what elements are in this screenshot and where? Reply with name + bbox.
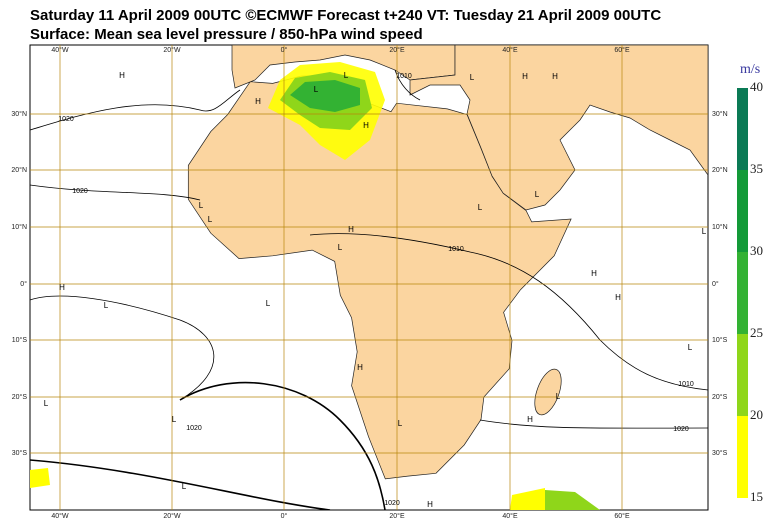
lon-label: 0° — [281, 46, 288, 54]
colorbar-label: 15 — [750, 489, 763, 504]
lat-label: 30°N — [712, 110, 728, 118]
lat-label: 0° — [20, 280, 27, 288]
lon-label: 40°W — [51, 512, 69, 520]
lon-label: 20°E — [389, 46, 405, 54]
colorbar-unit: m/s — [740, 62, 760, 77]
pressure-center: H — [427, 500, 433, 509]
pressure-center: H — [522, 72, 528, 81]
pressure-center: H — [363, 121, 369, 130]
lat-label: 20°S — [712, 393, 728, 401]
wind-shading — [30, 62, 600, 510]
colorbar-label: 40 — [750, 79, 763, 94]
colorbar-segment — [737, 334, 748, 416]
lat-label: 30°S — [712, 449, 728, 457]
pressure-center: L — [702, 227, 707, 236]
isobar-label: 1010 — [396, 73, 412, 80]
isobar-label: 1020 — [384, 500, 400, 507]
pressure-center: L — [470, 73, 475, 82]
lat-label: 10°S — [712, 336, 728, 344]
colorbar-segment — [737, 170, 748, 252]
pressure-center: H — [591, 269, 597, 278]
subtitle: Surface: Mean sea level pressure / 850-h… — [30, 26, 423, 43]
lon-label: 40°E — [502, 46, 518, 54]
colorbar-segment — [737, 88, 748, 170]
isobar-label: 1020 — [72, 188, 88, 195]
lat-label: 30°S — [12, 449, 28, 457]
pressure-center: H — [527, 415, 533, 424]
pressure-center: L — [556, 392, 561, 401]
pressure-center: L — [182, 482, 187, 491]
pressure-center: L — [208, 215, 213, 224]
pressure-center: H — [552, 72, 558, 81]
lat-label: 10°N — [712, 223, 728, 231]
lat-label: 10°S — [12, 336, 28, 344]
lon-label: 20°E — [389, 512, 405, 520]
pressure-center: L — [398, 419, 403, 428]
isobar-label: 1020 — [58, 116, 74, 123]
lat-label: 20°S — [12, 393, 28, 401]
lat-label: 20°N — [11, 166, 27, 174]
pressure-center: H — [59, 283, 65, 292]
colorbar-label: 30 — [750, 243, 763, 258]
colorbar-label: 20 — [750, 407, 763, 422]
pressure-center: L — [688, 343, 693, 352]
lon-label: 20°W — [163, 46, 181, 54]
madagascar — [534, 368, 562, 416]
isobar-label: 1010 — [678, 381, 694, 388]
pressure-center: H — [119, 71, 125, 80]
pressure-center: L — [44, 399, 49, 408]
colorbar-label: 35 — [750, 161, 763, 176]
pressure-center: L — [199, 201, 204, 210]
asia — [409, 45, 708, 211]
pressure-center: H — [357, 363, 363, 372]
lat-label: 20°N — [712, 166, 728, 174]
pressure-center: L — [344, 71, 349, 80]
colorbar-segment — [737, 416, 748, 498]
lon-label: 20°W — [163, 512, 181, 520]
lon-label: 40°E — [502, 512, 518, 520]
pressure-center: L — [338, 243, 343, 252]
isobar-label: 1010 — [448, 246, 464, 253]
colorbar-label: 25 — [750, 325, 763, 340]
pressure-center: L — [172, 415, 177, 424]
lon-label: 60°E — [614, 46, 630, 54]
lon-label: 40°W — [51, 46, 69, 54]
isobar-label: 1020 — [673, 426, 689, 433]
map — [29, 44, 709, 511]
lat-label: 10°N — [11, 223, 27, 231]
pressure-center: L — [535, 190, 540, 199]
pressure-center: L — [266, 299, 271, 308]
pressure-center: L — [104, 301, 109, 310]
colorbar-segment — [737, 252, 748, 334]
pressure-center: H — [348, 225, 354, 234]
graticule — [30, 45, 708, 510]
title: Saturday 11 April 2009 00UTC ©ECMWF Fore… — [30, 7, 661, 24]
isobars — [30, 69, 708, 510]
lon-label: 60°E — [614, 512, 630, 520]
pressure-center: L — [478, 203, 483, 212]
lon-label: 0° — [281, 512, 288, 520]
pressure-center: L — [314, 85, 319, 94]
lat-label: 30°N — [11, 110, 27, 118]
pressure-center: H — [615, 293, 621, 302]
isobar-label: 1020 — [186, 425, 202, 432]
lat-label: 0° — [712, 280, 719, 288]
pressure-center: H — [255, 97, 261, 106]
